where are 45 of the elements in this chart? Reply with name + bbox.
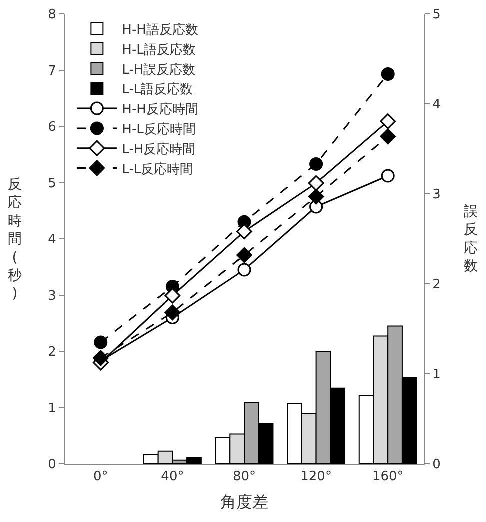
y2-tick-label: 0 — [432, 458, 441, 473]
point — [381, 67, 395, 81]
y2-tick-label: 4 — [432, 98, 441, 113]
y-tick-label: 4 — [48, 232, 56, 248]
y2-tick-label: 3 — [432, 188, 441, 203]
y-tick-label: 0 — [48, 458, 56, 473]
point — [236, 247, 252, 264]
legend-label: L-L語反応数 — [122, 82, 194, 98]
x-tick-label: 80° — [232, 470, 256, 485]
x-tick-label: 40° — [161, 470, 184, 485]
y-tick-label: 8 — [48, 8, 56, 23]
y-tick-label: 5 — [48, 176, 56, 192]
y2-axis-title: 誤反応数 — [464, 204, 478, 275]
y-tick-label: 3 — [48, 288, 56, 304]
y-tick-label: 7 — [48, 64, 56, 79]
x-axis-title: 角度差 — [220, 492, 268, 512]
point — [308, 188, 324, 205]
y2-tick-label: 1 — [432, 368, 441, 383]
point — [380, 128, 396, 145]
legend-label: H-L反応時間 — [122, 122, 196, 138]
point — [164, 304, 181, 321]
x-tick-label: 120° — [300, 470, 332, 485]
point — [381, 169, 395, 183]
point — [238, 263, 252, 277]
legend-label: L-H誤反応数 — [122, 62, 196, 78]
legend-label: H-L語反応数 — [122, 42, 196, 58]
point — [380, 114, 396, 130]
legend-label: L-L反応時間 — [122, 161, 194, 178]
x-tick-label: 160° — [372, 470, 404, 485]
y-tick-label: 2 — [48, 345, 56, 360]
legend-label: L-H反応時間 — [122, 141, 196, 158]
y-tick-label: 1 — [48, 401, 56, 416]
point — [93, 350, 109, 366]
y2-tick-label: 5 — [432, 8, 441, 23]
point — [94, 336, 108, 350]
point — [310, 157, 324, 171]
y-axis-title: 反応時間(秒) — [8, 177, 22, 302]
legend-label: H-H語反応数 — [122, 22, 198, 38]
y2-tick-label: 2 — [432, 278, 441, 293]
point — [308, 175, 324, 192]
legend-label: H-H反応時間 — [122, 102, 198, 118]
point — [164, 288, 181, 304]
y-tick-label: 6 — [48, 120, 56, 136]
x-tick-label: 0° — [94, 470, 108, 485]
point — [236, 224, 252, 240]
